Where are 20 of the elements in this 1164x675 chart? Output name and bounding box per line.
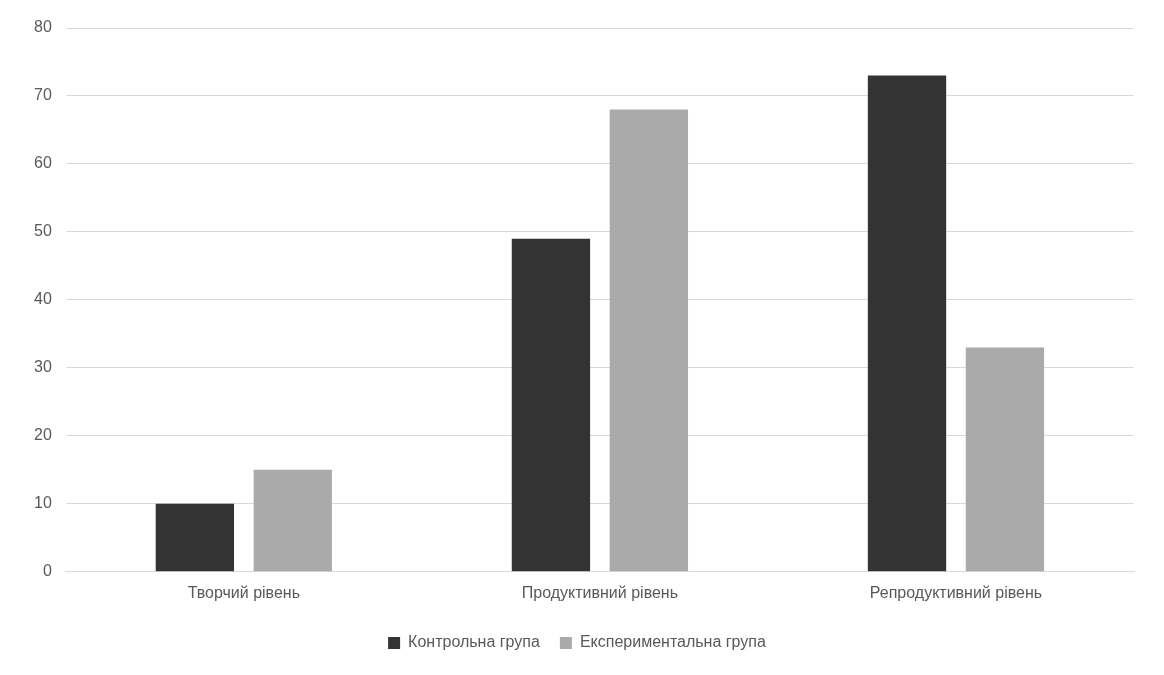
bar	[253, 469, 332, 572]
y-tick-label: 50	[34, 222, 52, 240]
bar	[965, 347, 1045, 572]
legend-label: Контрольна група	[408, 633, 540, 651]
y-tick-label: 30	[34, 358, 52, 376]
bar	[867, 75, 947, 572]
y-tick-label: 40	[34, 290, 52, 308]
y-tick-label: 60	[34, 154, 52, 172]
bar	[155, 503, 235, 572]
y-tick-label: 10	[34, 494, 52, 512]
legend-label: Експериментальна група	[579, 633, 766, 651]
y-tick-label: 0	[42, 562, 52, 580]
x-tick-label: Продуктивний рівень	[521, 583, 679, 601]
y-tick-label: 70	[34, 86, 52, 104]
x-tick-label: Репродуктивний рівень	[869, 583, 1043, 601]
bar	[511, 238, 591, 572]
y-tick-label: 20	[34, 426, 52, 444]
bar	[609, 109, 689, 572]
y-tick-label: 80	[34, 18, 52, 36]
x-tick-label: Творчий рівень	[187, 583, 300, 601]
